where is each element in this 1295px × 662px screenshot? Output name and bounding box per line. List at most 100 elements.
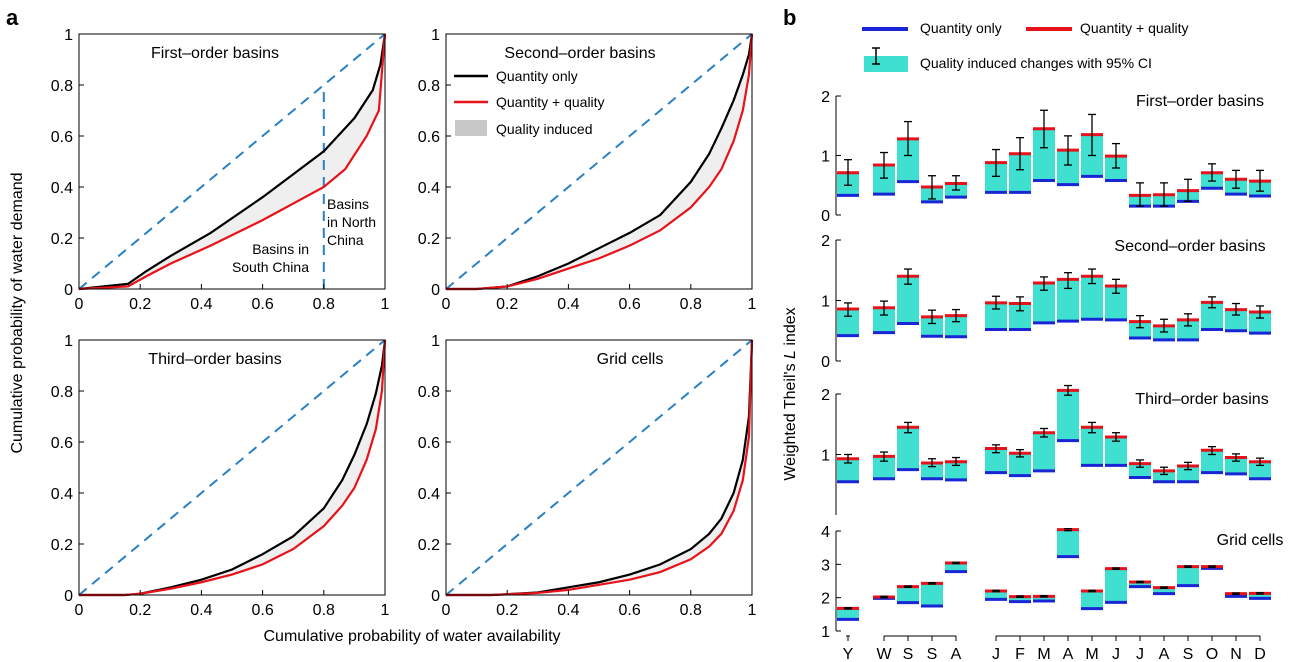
quality-induced-bar: [985, 448, 1007, 473]
quality-induced-bar: [897, 427, 919, 470]
legend-b-quality-label: Quantity + quality: [1080, 20, 1189, 36]
y-tick-label: 1: [64, 27, 73, 44]
quality-induced-bar: [1033, 432, 1055, 471]
panel-b-ylabel-pre: Weighted Theil's: [782, 359, 799, 481]
x-tick-label: 0.6: [618, 296, 640, 313]
x-tick-label: 0.6: [618, 602, 640, 619]
x-tick-label: N: [1230, 646, 1242, 662]
y-tick-label: 0: [821, 208, 830, 225]
subplot-title: First–order basins: [151, 45, 279, 62]
y-tick-label: 0.2: [51, 231, 73, 248]
y-tick-label: 1: [821, 294, 830, 311]
y-tick-label: 1: [431, 333, 440, 350]
plots: 000.20.20.40.40.60.60.80.811First–order …: [51, 27, 1284, 662]
quality-induced-bar: [1105, 568, 1127, 603]
y-tick-label: 1: [431, 27, 440, 44]
quality-induced-bar: [921, 316, 943, 337]
legend-quantity-label: Quantity only: [496, 68, 578, 84]
y-tick-label: 0: [64, 282, 73, 299]
quality-induced-bar: [1225, 457, 1247, 474]
y-tick-label: 0.6: [418, 129, 440, 146]
legend-b-ci-label: Quality induced changes with 95% CI: [920, 55, 1152, 71]
x-tick-label: 0.8: [680, 296, 702, 313]
panel-a-annotation: Basins in South China Basins in North Ch…: [232, 196, 376, 275]
x-tick-label: S: [1183, 646, 1194, 662]
equality-line: [445, 339, 753, 596]
x-tick-label: A: [1063, 646, 1074, 662]
y-tick-label: 0.4: [51, 180, 73, 197]
plot-frame: [78, 33, 386, 290]
annotation-south-line1: Basins in: [252, 241, 309, 257]
y-tick-label: 1: [64, 333, 73, 350]
y-tick-label: 0: [821, 354, 830, 371]
x-tick-label: O: [1206, 646, 1218, 662]
x-tick-label: 0.2: [129, 602, 151, 619]
quality-induced-bar: [1201, 450, 1223, 473]
quality-induced-bar: [1129, 463, 1151, 478]
quality-induced-bar: [1057, 529, 1079, 557]
legend-shade-label: Quality induced: [496, 121, 593, 137]
y-tick-label: 0: [64, 588, 73, 605]
quality-induced-bar: [837, 458, 859, 482]
panel-a-xlabel: Cumulative probability of water availabi…: [263, 628, 560, 645]
bar-subplot-2: 0 1 2 Second–order basins: [821, 233, 1271, 371]
x-tick-label: F: [1015, 646, 1025, 662]
panel-b-ylabel: Weighted Theil's L index: [782, 307, 799, 480]
quality-induced-bar: [1177, 465, 1199, 482]
quality-induced-bar: [985, 591, 1007, 600]
panel-a-legend: Quantity only Quantity + quality Quality…: [454, 68, 605, 137]
quality-induced-bar: [1129, 321, 1151, 339]
x-tick-label: 0.4: [557, 296, 579, 313]
quantity-only-curve: [78, 33, 387, 291]
y-tick-label: 2: [821, 591, 830, 608]
x-tick-label: 0.4: [190, 602, 212, 619]
legend-b-quantity-label: Quantity only: [920, 20, 1002, 36]
quality-induced-bar: [985, 162, 1007, 193]
x-tick-label: J: [1136, 646, 1144, 662]
quality-induced-bar: [1033, 596, 1055, 601]
y-tick-label: 1: [821, 624, 830, 641]
y-tick-label: 0: [431, 588, 440, 605]
x-tick-label: 0.2: [129, 296, 151, 313]
y-tick-label: 0.2: [418, 231, 440, 248]
quality-induced-bar: [1153, 470, 1175, 482]
quality-induced-bar: [873, 307, 895, 333]
lorenz-subplot-2: 00 0.2 0.2 0.4 0.4 0.6 0.6 0.8 0.8 1 1 Second–order…: [418, 27, 757, 313]
quality-induced-bar: [1105, 285, 1127, 320]
quality-induced-bar: [1033, 282, 1055, 323]
x-tick-label: W: [876, 646, 892, 662]
subplot-title: Grid cells: [597, 351, 664, 368]
panel-label-b: b: [783, 5, 796, 30]
y-tick-label: 2: [821, 387, 830, 404]
y-tick-label: 1: [821, 448, 830, 465]
quality-induced-bar: [921, 462, 943, 479]
panel-a-ylabel: Cumulative probability of water demand: [9, 172, 26, 453]
panel-label-a: a: [6, 5, 19, 30]
x-tick-label: 0: [442, 602, 451, 619]
plot-frame: [78, 339, 386, 596]
x-tick-label: 1: [748, 602, 757, 619]
x-tick-label: 0.4: [557, 602, 579, 619]
bar-subplot-4: 1 2 3 4 Grid cells: [821, 524, 1283, 641]
x-tick-label: 0.2: [496, 296, 518, 313]
quality-induced-bar: [1009, 453, 1031, 476]
quality-induced-bar: [873, 165, 895, 195]
y-tick-label: 4: [821, 524, 830, 541]
y-tick-label: 0.8: [418, 384, 440, 401]
quality-induced-bar: [1057, 390, 1079, 441]
equality-line: [78, 33, 386, 290]
legend-quality-label: Quantity + quality: [496, 94, 605, 110]
y-tick-label: 0.8: [418, 78, 440, 95]
subplot-title: Third–order basins: [1135, 391, 1268, 408]
x-tick-label: 0.6: [251, 602, 273, 619]
subplot-title: First–order basins: [1136, 93, 1264, 110]
quality-induced-bar: [1249, 461, 1271, 479]
x-tick-label: S: [927, 646, 938, 662]
quality-induced-bar: [1057, 279, 1079, 322]
x-tick-label: J: [992, 646, 1000, 662]
quality-induced-bar: [1249, 593, 1271, 599]
y-tick-label: 2: [821, 233, 830, 250]
y-tick-label: 1: [821, 149, 830, 166]
